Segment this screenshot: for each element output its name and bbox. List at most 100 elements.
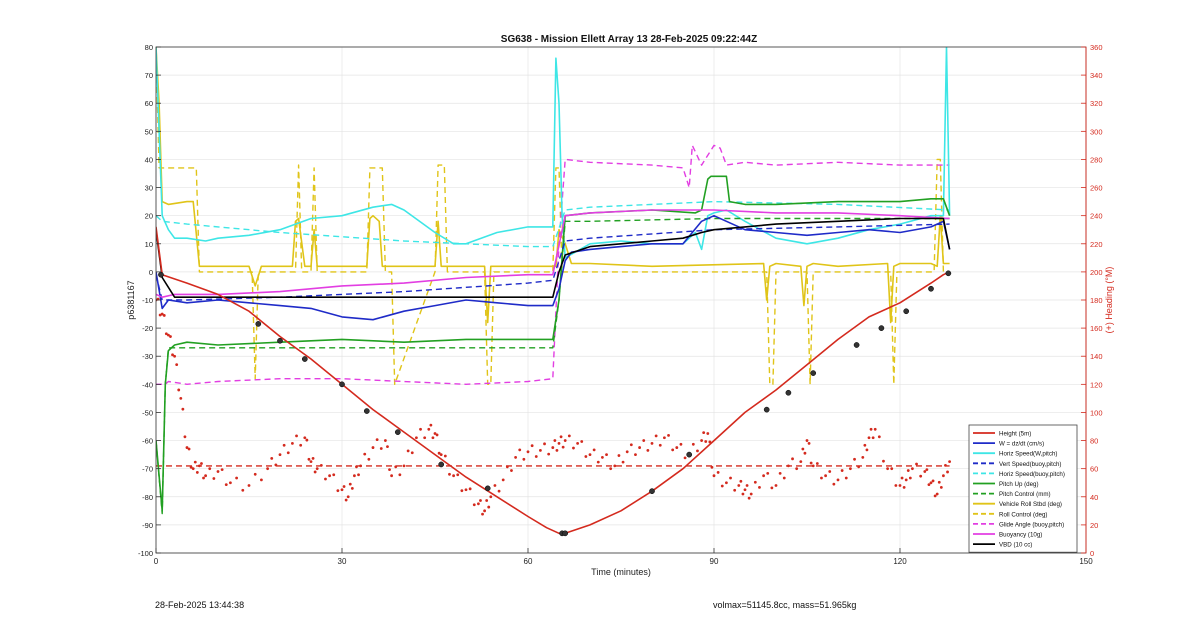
heading-point — [311, 456, 315, 460]
heading-point — [702, 431, 706, 434]
heading-point — [348, 482, 352, 486]
heading-point — [477, 502, 480, 506]
heading-point — [241, 488, 245, 492]
heading-point — [658, 443, 662, 447]
legend-label-pitch: Pitch Up (deg) — [999, 481, 1039, 488]
footer-timestamp: 28-Feb-2025 13:44:38 — [155, 600, 245, 610]
height-marker — [277, 337, 283, 344]
heading-point — [869, 427, 873, 431]
heading-point — [299, 443, 303, 447]
heading-point — [683, 456, 687, 460]
heading-point — [464, 488, 468, 492]
x-tick-label: 150 — [1079, 557, 1093, 566]
heading-point — [877, 435, 881, 439]
legend: Height (5m) W = dz/dt (cm/s) Horiz Speed(W… — [968, 424, 1078, 553]
x-tick-label: 90 — [710, 557, 719, 566]
heading-point — [663, 436, 666, 440]
y2-tick-label: 280 — [1090, 155, 1103, 164]
series-vert_dash — [156, 223, 950, 301]
x-tick-label: 60 — [524, 557, 533, 566]
heading-point — [778, 471, 782, 475]
height-marker — [928, 285, 934, 292]
y2-tick-label: 340 — [1090, 71, 1103, 80]
heading-point — [307, 457, 311, 461]
heading-point — [353, 474, 356, 478]
heading-point — [601, 456, 604, 459]
heading-point — [367, 457, 371, 461]
heading-point — [894, 484, 898, 487]
y2-tick-label: 320 — [1090, 99, 1103, 108]
heading-point — [224, 483, 228, 486]
heading-point — [340, 488, 344, 492]
heading-point — [716, 471, 720, 474]
heading-point — [291, 441, 294, 445]
heading-point — [745, 484, 749, 487]
heading-point — [561, 445, 565, 449]
series-buoyancy — [156, 209, 950, 299]
chart-title: SG638 - Mission Ellett Array 13 28-Feb-2… — [501, 34, 757, 45]
y-tick-label: -90 — [142, 521, 153, 530]
heading-point — [177, 388, 181, 392]
heading-point — [388, 468, 391, 472]
heading-point — [867, 436, 871, 440]
heading-point — [871, 436, 875, 440]
heading-point — [567, 434, 571, 438]
heading-point — [427, 427, 431, 431]
heading-point — [691, 442, 695, 446]
heading-point — [942, 474, 945, 478]
heading-point — [468, 487, 472, 491]
heading-point — [185, 446, 189, 449]
heading-point — [357, 473, 360, 477]
heading-point — [493, 484, 497, 487]
heading-point — [824, 474, 827, 478]
heading-point — [563, 439, 567, 442]
heading-point — [795, 467, 799, 471]
heading-point — [747, 496, 751, 500]
heading-point — [164, 332, 168, 336]
heading-point — [671, 448, 675, 452]
legend-label-glide: Glide Angle (buoy,pitch) — [999, 521, 1064, 528]
heading-point — [169, 335, 172, 338]
heading-point — [650, 441, 654, 445]
height-marker — [484, 485, 491, 492]
height-marker — [785, 389, 792, 396]
heading-point — [634, 453, 637, 457]
heading-point — [175, 363, 179, 367]
height-marker — [394, 429, 401, 435]
heading-point — [472, 503, 476, 507]
series-roll — [156, 47, 950, 324]
heading-point — [706, 432, 710, 435]
heading-point — [811, 464, 815, 468]
legend-label-vbd: VBD (10 cc) — [999, 542, 1032, 549]
heading-point — [923, 470, 927, 473]
heading-point — [927, 483, 931, 486]
y-tick-label: -10 — [142, 296, 153, 305]
heading-point — [820, 476, 823, 480]
heading-point — [313, 470, 317, 474]
y2-tick-label: 300 — [1090, 127, 1103, 136]
heading-point — [700, 439, 703, 442]
y2-axis-label: (+) Heading (°M) — [1104, 267, 1114, 334]
y-tick-label: -30 — [142, 352, 153, 361]
heading-point — [815, 462, 819, 465]
heading-point — [423, 436, 427, 440]
heading-point — [346, 495, 350, 499]
heading-point — [303, 436, 307, 440]
heading-point — [379, 447, 383, 450]
y-tick-label: -20 — [142, 324, 153, 333]
series-height — [156, 226, 950, 535]
height-marker — [903, 308, 910, 315]
heading-point — [849, 467, 852, 471]
heading-point — [518, 448, 522, 452]
heading-point — [836, 478, 840, 482]
heading-point — [235, 476, 239, 480]
heading-point — [204, 474, 208, 478]
heading-point — [873, 427, 877, 431]
heading-point — [253, 472, 257, 476]
heading-point — [286, 451, 290, 455]
legend-label-horiz_dash: Horiz Speed(buoy,pitch) — [999, 471, 1065, 478]
heading-point — [187, 447, 191, 451]
y-tick-label: 40 — [145, 155, 153, 164]
heading-point — [733, 488, 737, 492]
legend-label-roll_dash: Roll Control (deg) — [999, 511, 1048, 518]
